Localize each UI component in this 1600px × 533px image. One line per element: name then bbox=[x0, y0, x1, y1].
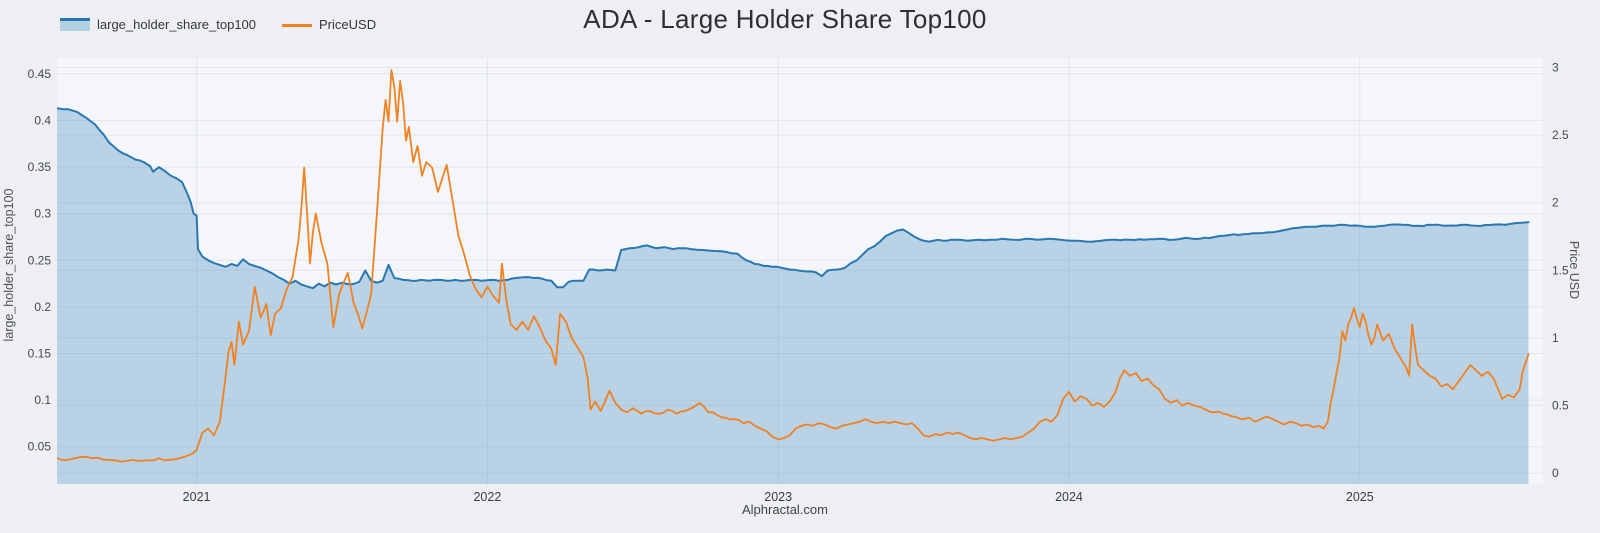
tick-label: 0.05 bbox=[28, 440, 52, 454]
legend-item-large-holder-share[interactable]: large_holder_share_top100 bbox=[60, 17, 256, 32]
tick-label: 2021 bbox=[183, 490, 211, 504]
tick-label: 1.5 bbox=[1552, 263, 1569, 277]
tick-label: 2024 bbox=[1055, 490, 1083, 504]
tick-label: 0.1 bbox=[34, 393, 51, 407]
legend-label: large_holder_share_top100 bbox=[97, 17, 257, 32]
tick-label: 1 bbox=[1552, 331, 1559, 345]
legend-label: PriceUSD bbox=[319, 17, 377, 32]
tick-label: 0.2 bbox=[34, 300, 51, 314]
y-axis-left-title: large_holder_share_top100 bbox=[2, 188, 16, 342]
tick-label: 2023 bbox=[764, 490, 792, 504]
area-swatch-icon bbox=[60, 18, 90, 31]
tick-label: 2 bbox=[1552, 196, 1559, 210]
tick-label: 2025 bbox=[1346, 490, 1374, 504]
tick-label: 0.5 bbox=[1552, 399, 1569, 413]
legend: large_holder_share_top100 PriceUSD bbox=[60, 17, 376, 32]
tick-label: 0.25 bbox=[28, 253, 52, 267]
tick-label: 0.4 bbox=[34, 113, 51, 127]
tick-label: 2.5 bbox=[1552, 128, 1569, 142]
tick-label: 3 bbox=[1552, 60, 1559, 74]
tick-label: 0.45 bbox=[28, 67, 52, 81]
chart-title: ADA - Large Holder Share Top100 bbox=[583, 4, 987, 34]
y-axis-right-title: Price USD bbox=[1567, 240, 1581, 300]
watermark-alphractal: Alphractal.com bbox=[742, 502, 828, 517]
tick-label: 0.35 bbox=[28, 160, 52, 174]
tick-label: 0.3 bbox=[34, 207, 51, 221]
legend-item-priceusd[interactable]: PriceUSD bbox=[282, 17, 376, 32]
tick-label: 2022 bbox=[473, 490, 501, 504]
tick-label: 0.15 bbox=[28, 346, 52, 360]
tick-label: 0 bbox=[1552, 466, 1559, 480]
line-swatch-icon bbox=[282, 23, 313, 27]
